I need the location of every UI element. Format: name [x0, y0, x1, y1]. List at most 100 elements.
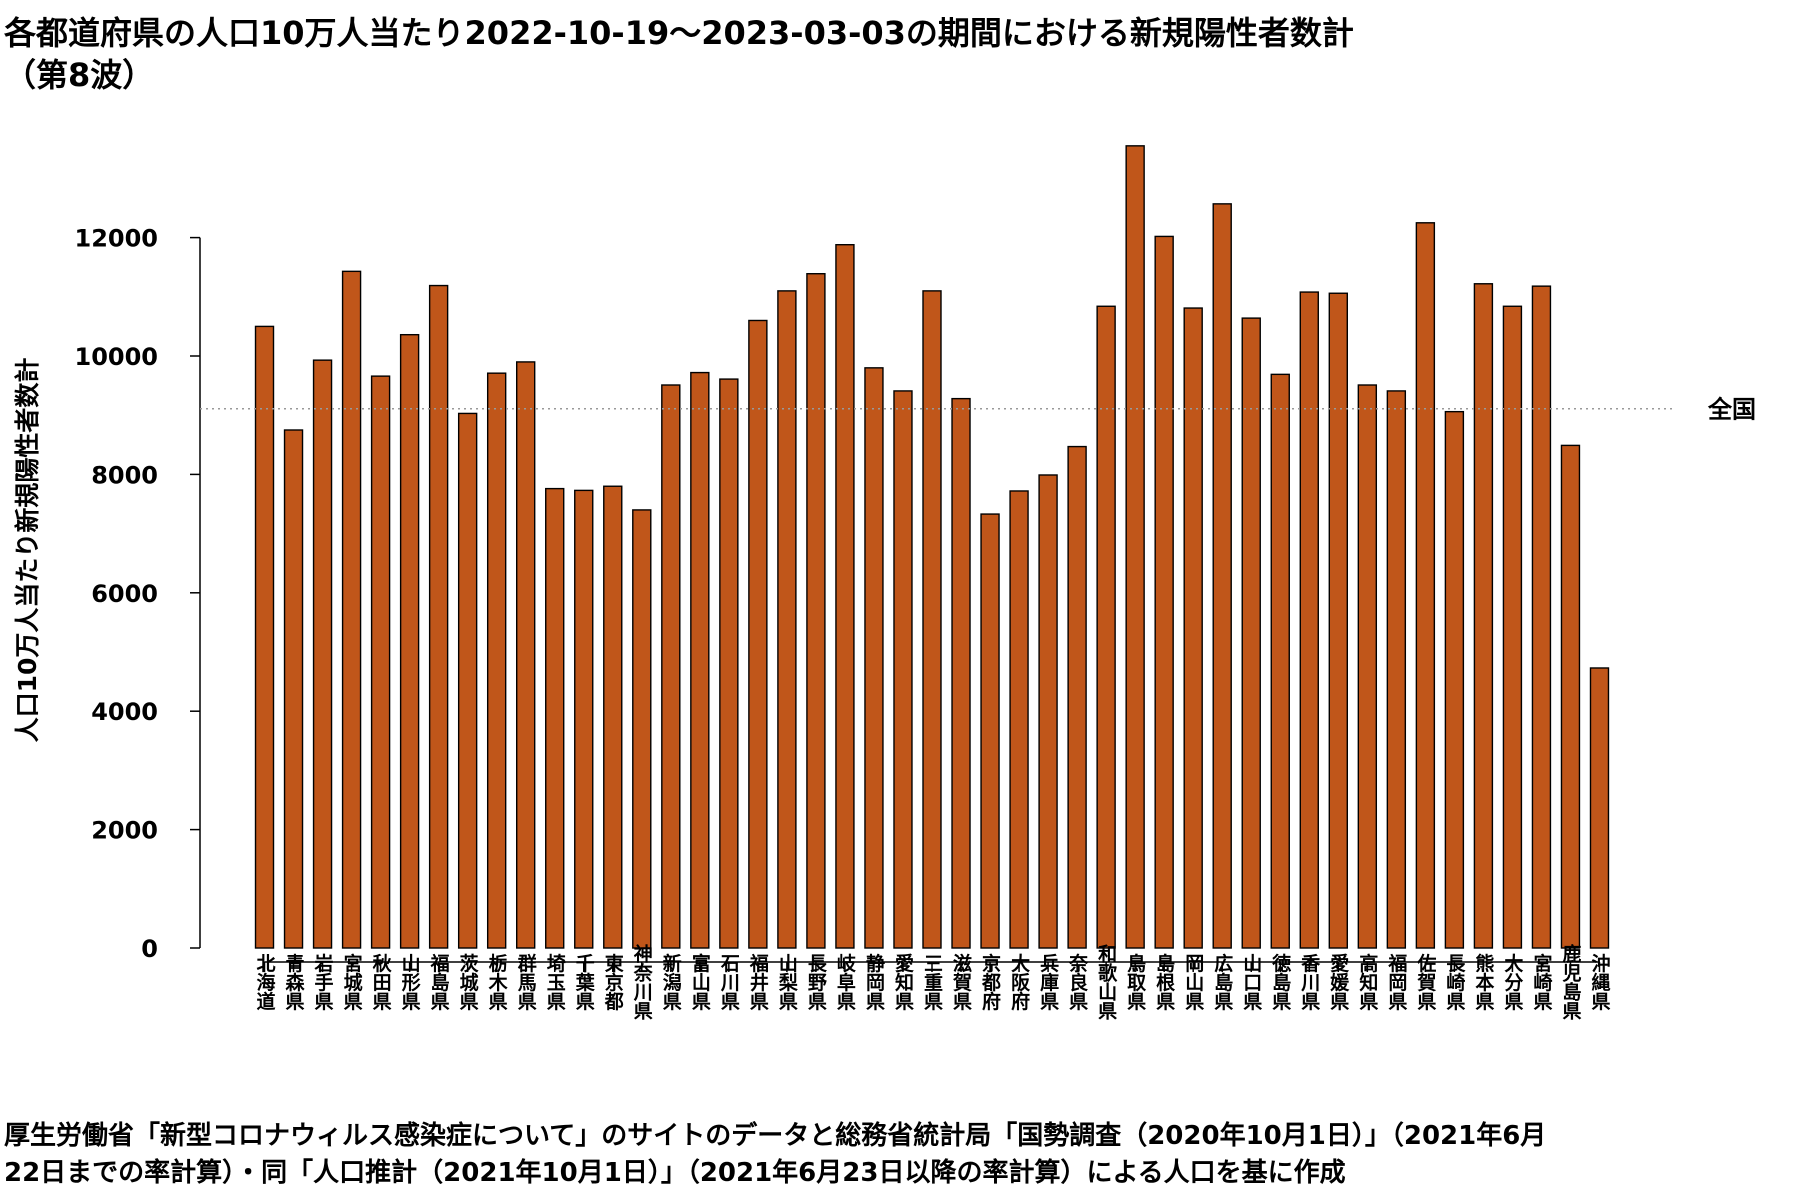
x-tick-label: 山形県: [399, 953, 421, 1011]
bar: [603, 485, 623, 949]
x-axis: 北海道 青森県 岩手県 宮城県 秋田県 山形県 福島県 茨城県 栃木県 群馬県 埼玉県 千葉県 東京都神…: [254, 943, 1611, 1021]
source-note-line1: 厚生労働省「新型コロナウィルス感染症について」のサイトのデータと総務省統計局「国…: [4, 1121, 1547, 1151]
y-tick-label: 0: [141, 935, 158, 963]
bar: [1328, 292, 1348, 949]
bar: [1009, 490, 1029, 949]
bar: [1270, 373, 1290, 949]
x-tick-label: 静岡県: [863, 952, 885, 1011]
x-tick-label: 千葉県: [573, 953, 596, 1011]
x-tick-label: 高知県: [1356, 952, 1378, 1011]
bar: [1560, 444, 1581, 949]
bar: [1212, 203, 1232, 949]
bar: [341, 270, 362, 949]
x-tick-label: 宮崎県: [1530, 952, 1552, 1011]
bar: [661, 384, 681, 949]
x-tick-label: 広島県: [1211, 952, 1233, 1011]
bar: [457, 412, 478, 949]
bar: [545, 487, 565, 949]
x-tick-label: 鹿児島県: [1559, 943, 1582, 1021]
x-tick-label: 兵庫県: [1037, 953, 1059, 1011]
x-tick-label: 愛媛県: [1327, 953, 1350, 1011]
bar: [632, 509, 652, 949]
reference-line-label: 全国: [1707, 396, 1756, 424]
bar: [1241, 317, 1261, 949]
y-tick-label: 2000: [91, 817, 158, 845]
x-tick-label: 福岡県: [1385, 952, 1408, 1011]
x-tick-label: 長崎県: [1443, 953, 1465, 1011]
bar: [806, 273, 826, 949]
bar: [516, 361, 536, 949]
x-tick-label: 秋田県: [370, 952, 392, 1011]
x-tick-label: 栃木県: [486, 952, 509, 1011]
chart-title-line1: 各都道府県の人口10万人当たり2022-10-19～2023-03-03の期間に…: [4, 14, 1354, 52]
x-tick-label: 茨城県: [457, 952, 479, 1011]
bar: [254, 325, 275, 949]
bar: [370, 375, 391, 949]
bar: [893, 390, 913, 949]
x-tick-label: 岩手県: [312, 952, 335, 1011]
y-axis: 0 2000 4000 6000 8000 10000 12000: [75, 225, 201, 963]
x-tick-label: 山口県: [1240, 953, 1262, 1011]
x-tick-label: 神奈川県: [631, 943, 654, 1021]
bar: [1502, 305, 1523, 949]
x-tick-label: 宮城県: [341, 952, 363, 1011]
y-tick-label: 4000: [91, 698, 158, 726]
x-tick-label: 長野県: [805, 953, 827, 1011]
x-tick-label: 京都府: [979, 952, 1002, 1011]
x-tick-label: 岡山県: [1182, 954, 1204, 1012]
bar: [1067, 445, 1087, 949]
x-tick-label: 沖縄県: [1588, 952, 1610, 1011]
bar: [951, 397, 971, 949]
bar: [864, 367, 884, 949]
y-tick-label: 8000: [91, 461, 158, 489]
y-tick-label: 6000: [91, 580, 158, 608]
y-tick-label: 10000: [75, 343, 159, 371]
x-tick-label: 山梨県: [776, 953, 799, 1011]
x-tick-label: 佐賀県: [1414, 952, 1437, 1011]
y-tick-label: 12000: [75, 225, 159, 253]
x-tick-label: 岐阜県: [834, 953, 856, 1011]
bar: [486, 372, 507, 949]
x-tick-label: 鳥取県: [1124, 952, 1146, 1011]
bar: [1183, 307, 1203, 949]
bar: [1386, 390, 1407, 949]
bar: [1357, 384, 1378, 949]
bar: [283, 429, 304, 949]
bar-chart: 0 2000 4000 6000 8000 10000 12000 北海道 青森県 岩手県 宮城県…: [13, 145, 1756, 1021]
x-tick-label: 大阪府: [1008, 952, 1030, 1011]
bar: [1415, 222, 1436, 949]
bar: [980, 513, 1000, 949]
bar: [1473, 283, 1494, 949]
bar: [1125, 145, 1145, 949]
x-tick-label: 新潟県: [660, 952, 682, 1011]
bar: [719, 378, 739, 949]
x-tick-label: 愛知県: [892, 953, 914, 1011]
x-tick-label: 熊本県: [1472, 952, 1494, 1011]
bar: [777, 290, 797, 949]
x-tick-label: 奈良県: [1066, 952, 1089, 1011]
source-note: 厚生労働省「新型コロナウィルス感染症について」のサイトのデータと総務省統計局「国…: [4, 1118, 1794, 1192]
x-tick-label: 滋賀県: [950, 952, 973, 1011]
x-tick-label: 青森県: [283, 953, 305, 1011]
bar-series: [254, 145, 1610, 949]
chart-title: 各都道府県の人口10万人当たり2022-10-19～2023-03-03の期間に…: [4, 12, 1794, 96]
bar: [428, 284, 449, 949]
national-reference: 全国: [200, 396, 1756, 424]
x-tick-label: 富山県: [689, 952, 711, 1011]
bar: [922, 290, 942, 949]
chart-title-line2: （第8波）: [4, 56, 155, 94]
x-tick-label: 福井県: [747, 952, 770, 1011]
bar: [312, 359, 333, 949]
bar: [690, 371, 710, 949]
x-tick-label: 東京都: [602, 952, 625, 1010]
x-tick-label: 三重県: [921, 954, 943, 1012]
x-tick-label: 大分県: [1501, 952, 1523, 1011]
x-tick-label: 島根県: [1153, 952, 1175, 1011]
bar: [1444, 410, 1465, 949]
bar: [1299, 291, 1319, 949]
bar: [1154, 235, 1174, 949]
x-tick-label: 群馬県: [515, 952, 538, 1011]
bar: [574, 489, 594, 949]
x-tick-label: 石川県: [718, 954, 741, 1012]
bar: [1038, 474, 1058, 949]
